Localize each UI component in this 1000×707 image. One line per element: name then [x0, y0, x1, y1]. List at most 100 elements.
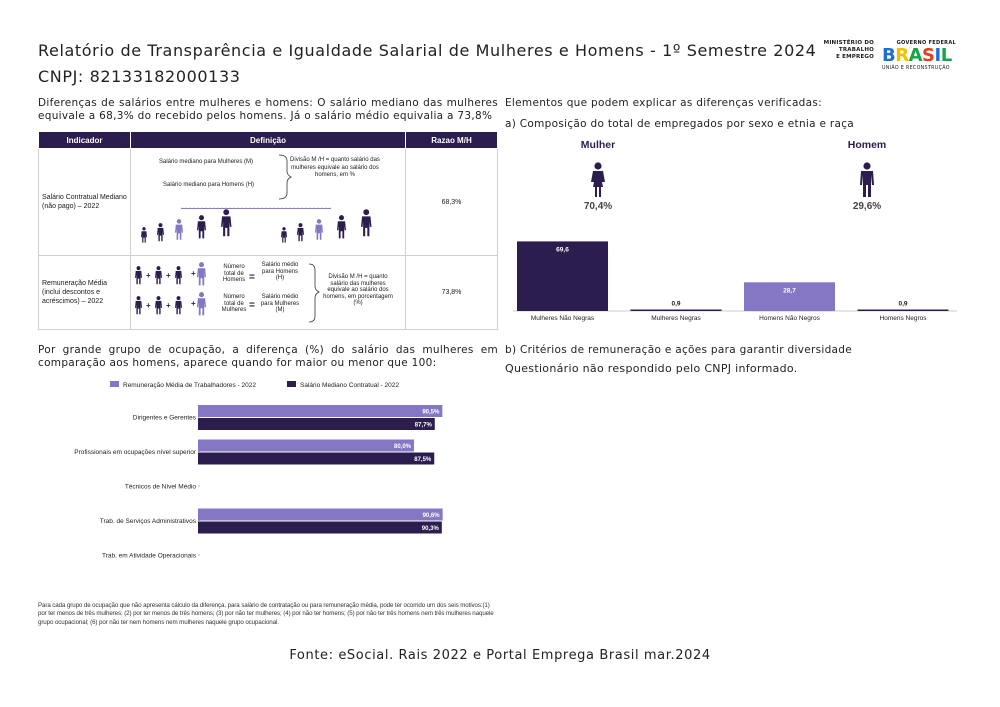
legend-label: Salário Mediano Contratual - 2022	[300, 382, 399, 389]
person-icon	[315, 219, 323, 240]
data-label: 90,3%	[422, 526, 440, 532]
ministry-logo-text: MINISTÉRIO DO TRABALHO E EMPREGO	[818, 40, 874, 61]
data-label: 69,6	[556, 246, 569, 253]
indicator-median: Salário Contratual Mediano (não pago) – …	[38, 148, 131, 256]
num-women-label: Número total de Mulheres	[221, 294, 247, 313]
plus-sign: +	[166, 301, 171, 310]
bar	[198, 405, 443, 417]
report-title-block: Relatório de Transparência e Igualdade S…	[38, 38, 816, 90]
bar	[857, 309, 949, 311]
questionnaire-answer: Questionário não respondido pelo CNPJ in…	[505, 362, 798, 375]
bar	[744, 282, 835, 311]
elements-heading: Elementos que podem explicar as diferenç…	[505, 97, 822, 109]
person-icon	[197, 292, 206, 316]
bar	[198, 452, 435, 465]
person-icon	[157, 223, 164, 242]
composition-subheading: a) Composição do total de empregados por…	[505, 118, 855, 130]
ministry-line-1: MINISTÉRIO DO	[823, 40, 874, 46]
definition-average: + + + + + + = = Número total de Homens Salári…	[130, 255, 406, 330]
person-icon	[337, 215, 346, 239]
ministry-line-2: TRABALHO	[838, 47, 874, 53]
person-icon	[135, 296, 142, 315]
person-icon	[135, 266, 142, 285]
avg-salary-men-label: Salário médio para Homens (H)	[261, 262, 299, 281]
data-label: 90,6%	[423, 513, 441, 519]
person-icon	[361, 209, 372, 237]
person-icon	[297, 223, 304, 242]
bar	[517, 241, 608, 311]
plus-sign: +	[166, 271, 171, 280]
svg-text:=: =	[249, 272, 255, 283]
data-label: 0,9	[898, 301, 907, 308]
source-footer: Fonte: eSocial. Rais 2022 e Portal Empre…	[289, 648, 711, 663]
num-men-label: Número total de Homens	[222, 264, 246, 283]
government-logo: MINISTÉRIO DO TRABALHO E EMPREGO GOVERNO…	[818, 40, 956, 71]
indicator-table-wrap: Indicador Definição Razao M/H Salário Co…	[38, 131, 498, 330]
category-label: Trab. em Atividade Operacionais	[102, 553, 197, 560]
median-people-illustration	[141, 154, 372, 243]
person-icon	[197, 215, 206, 239]
average-people-illustration: + + + + + + = =	[135, 262, 320, 323]
indicator-average: Remuneração Média (inclui descontos e ac…	[38, 255, 131, 330]
average-division-label: Divisão M /H = quanto salário das mulher…	[323, 274, 393, 306]
ministry-line-3: E EMPREGO	[836, 54, 874, 60]
bar	[198, 508, 443, 521]
header-ratio: Razao M/H	[405, 131, 498, 149]
legend-swatch	[287, 381, 296, 387]
data-label: 28,7	[783, 287, 796, 294]
category-label: Mulheres Não Negras	[531, 315, 595, 322]
svg-text:=: =	[249, 300, 255, 311]
plus-sign: +	[191, 269, 196, 278]
category-label: Profissionais em ocupações nível superio…	[74, 449, 197, 456]
category-label: Mulheres Negras	[651, 315, 701, 322]
bar	[630, 309, 722, 311]
tagline-text: UNIÃO E RECONSTRUÇÃO	[882, 66, 950, 71]
person-icon	[175, 219, 183, 240]
gov-federal-text: GOVERNO FEDERAL	[896, 40, 956, 46]
ratio-median: 68,3%	[405, 148, 498, 256]
category-label: Homens Não Negros	[759, 315, 820, 322]
plus-sign: +	[146, 301, 151, 310]
person-icon	[155, 266, 162, 285]
median-division-label: Divisão M /H = quanto salário das mulher…	[290, 157, 380, 178]
header-indicator: Indicador	[38, 131, 131, 149]
plus-sign: +	[191, 299, 196, 308]
indicator-table: Indicador Definição Razao M/H Salário Co…	[38, 131, 498, 330]
mulher-percent: 70,4%	[583, 201, 613, 212]
data-label: 90,5%	[422, 410, 440, 416]
chart-legend: Remuneração Média de Trabalhadores - 202…	[110, 381, 399, 389]
person-icon	[175, 296, 182, 315]
person-icon	[221, 209, 232, 237]
bar	[198, 418, 435, 430]
footnote: Para cada grupo de ocupação que não apre…	[38, 602, 494, 626]
criteria-subheading: b) Critérios de remuneração e ações para…	[505, 344, 852, 356]
occupation-bar-chart: Remuneração Média de Trabalhadores - 202…	[74, 381, 443, 560]
cnpj-label: CNPJ: 82133182000133	[38, 67, 241, 86]
header-definition: Definição	[130, 131, 406, 149]
mulher-label: Mulher	[580, 139, 616, 151]
bar	[198, 521, 442, 534]
definition-median: Salário mediano para Mulheres (M) Salári…	[130, 148, 406, 256]
composition-bar-chart: 69,6 Mulheres Não Negras 0,9 Mulheres Negra…	[513, 241, 957, 322]
ratio-average: 73,8%	[405, 255, 498, 330]
category-label: Dirigentes e Gerentes	[133, 415, 197, 422]
plus-sign: +	[146, 271, 151, 280]
person-icon	[197, 262, 206, 286]
category-label: Homens Negros	[880, 315, 928, 322]
salary-difference-intro: Diferenças de salários entre mulheres e …	[38, 97, 498, 122]
data-label: 0,9	[671, 301, 680, 308]
brasil-logo: GOVERNO FEDERAL BRASIL UNIÃO E RECONSTRU…	[882, 40, 956, 71]
man-icon	[860, 162, 874, 197]
woman-icon	[591, 162, 605, 197]
avg-salary-women-label: Salário médio para Mulheres (M)	[260, 294, 300, 313]
person-icon	[281, 227, 287, 243]
homem-label: Homem	[847, 139, 887, 151]
report-title: Relatório de Transparência e Igualdade S…	[38, 41, 817, 60]
bar	[198, 439, 414, 452]
data-label: 87,5%	[414, 457, 432, 463]
median-women-label: Salário mediano para Mulheres (M)	[159, 159, 254, 165]
person-icon	[155, 296, 162, 315]
category-label: Técnicos de Nível Médio	[125, 484, 197, 491]
median-men-label: Salário mediano para Homens (H)	[163, 182, 255, 188]
person-icon	[141, 227, 147, 243]
